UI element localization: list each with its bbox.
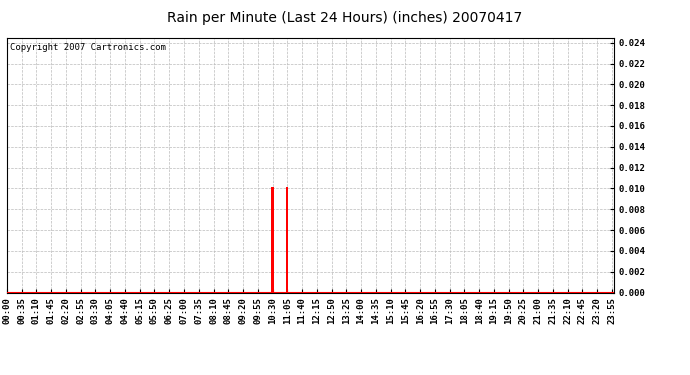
- Bar: [286, 188, 288, 292]
- Text: Rain per Minute (Last 24 Hours) (inches) 20070417: Rain per Minute (Last 24 Hours) (inches)…: [168, 11, 522, 25]
- Text: Copyright 2007 Cartronics.com: Copyright 2007 Cartronics.com: [10, 43, 166, 52]
- Bar: [271, 188, 274, 292]
